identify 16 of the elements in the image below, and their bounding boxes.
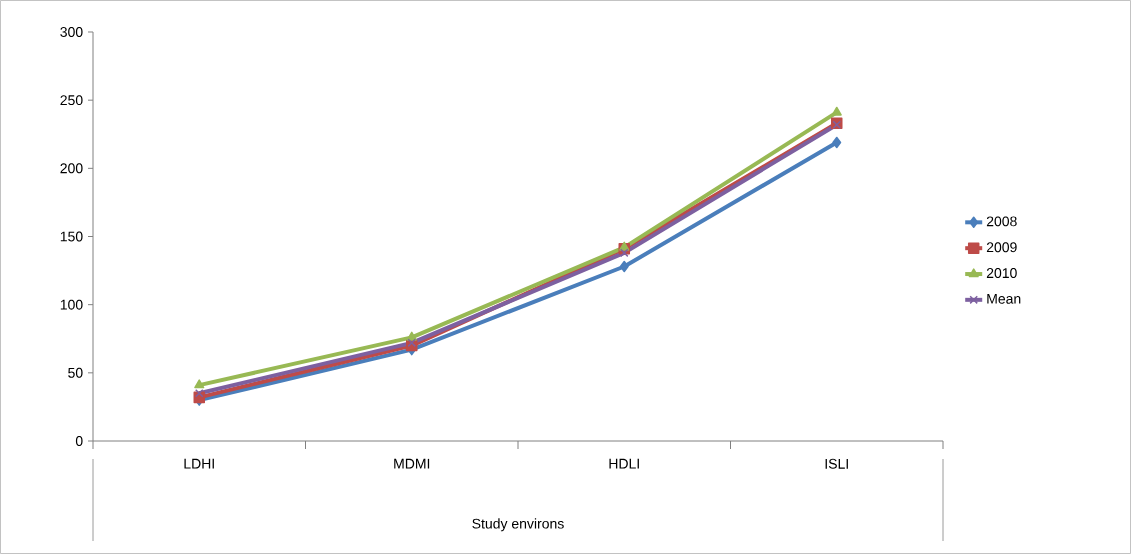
y-tick-label: 300 — [60, 27, 83, 37]
y-tick-label: 250 — [60, 95, 83, 106]
y-tick-label: 50 — [68, 367, 83, 378]
legend-label: 2010 — [986, 268, 1017, 279]
y-tick-label: 100 — [60, 299, 83, 310]
legend-label: 2008 — [986, 216, 1017, 227]
y-tick-label: 0 — [75, 436, 83, 446]
x-tick-label: LDHI — [184, 458, 214, 469]
x-tick-label: HDLI — [609, 458, 639, 469]
legend-label: Mean — [987, 293, 1021, 304]
legend-label: 2009 — [986, 242, 1017, 253]
y-tick-label: 200 — [60, 163, 83, 174]
x-tick-label: MDMI — [394, 458, 430, 469]
x-axis-title: Study environs — [472, 518, 564, 532]
y-tick-label: 150 — [60, 231, 83, 242]
x-tick-label: ISLI — [825, 458, 848, 469]
